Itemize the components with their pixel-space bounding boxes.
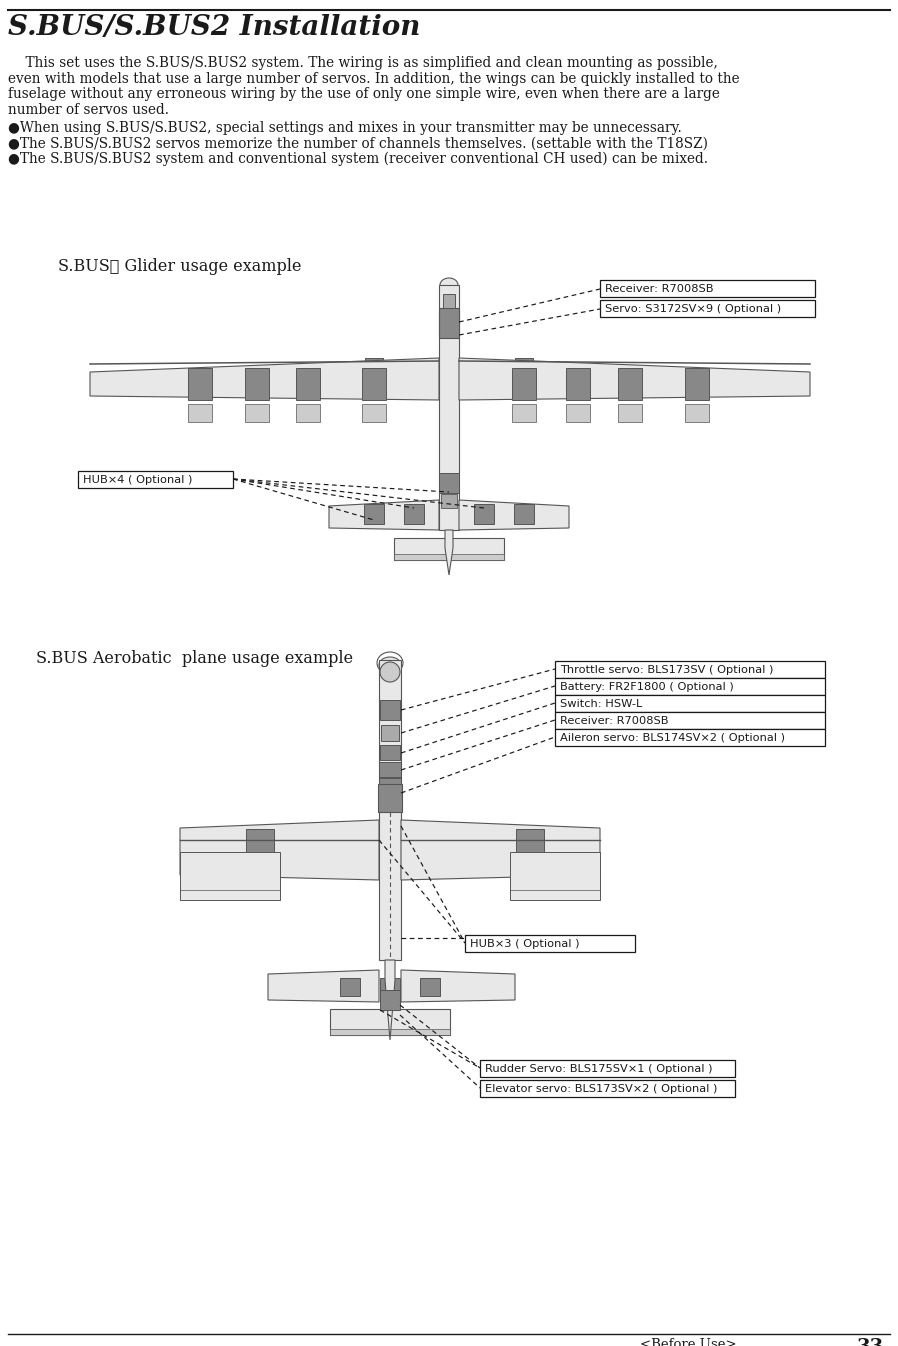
Text: number of servos used.: number of servos used. [8,102,169,117]
Bar [555,678,825,695]
Polygon shape [459,499,569,530]
Text: even with models that use a large number of servos. In addition, the wings can b: even with models that use a large number… [8,71,740,86]
Polygon shape [445,530,453,575]
Bar [362,404,386,423]
Bar [515,358,533,371]
Bar [555,730,825,746]
Text: HUB×4 ( Optional ): HUB×4 ( Optional ) [83,475,192,485]
Bar [600,280,815,297]
Text: Throttle servo: BLS173SV ( Optional ): Throttle servo: BLS173SV ( Optional ) [560,665,773,674]
Text: This set uses the S.BUS/S.BUS2 system. The wiring is as simplified and clean mou: This set uses the S.BUS/S.BUS2 system. T… [8,57,718,70]
Polygon shape [268,970,379,1001]
Bar [379,762,401,777]
Bar [394,538,504,560]
Bar [480,1061,735,1077]
Text: S.BUS Aerobatic  plane usage example: S.BUS Aerobatic plane usage example [36,650,353,668]
Text: Elevator servo: BLS173SV×2 ( Optional ): Elevator servo: BLS173SV×2 ( Optional ) [485,1084,718,1094]
Bar [380,991,400,1010]
Bar [685,367,709,400]
Bar [555,661,825,678]
Polygon shape [401,970,515,1001]
Bar [443,293,455,308]
Text: Aileron servo: BLS174SV×2 ( Optional ): Aileron servo: BLS174SV×2 ( Optional ) [560,734,785,743]
Ellipse shape [380,662,400,682]
Polygon shape [385,960,395,1040]
Text: ●The S.BUS/S.BUS2 servos memorize the number of channels themselves. (settable w: ●The S.BUS/S.BUS2 servos memorize the nu… [8,136,708,151]
Bar [480,1079,735,1097]
Text: ●When using S.BUS/S.BUS2, special settings and mixes in your transmitter may be : ●When using S.BUS/S.BUS2, special settin… [8,121,682,135]
Bar [441,494,457,507]
Bar [296,367,320,400]
Bar [245,367,269,400]
Bar [362,367,386,400]
Bar [439,308,459,338]
Bar [380,700,400,720]
Text: 33: 33 [857,1338,884,1346]
Bar [439,285,459,530]
Bar [380,744,400,760]
Bar [246,857,274,880]
Text: Rudder Servo: BLS175SV×1 ( Optional ): Rudder Servo: BLS175SV×1 ( Optional ) [485,1063,712,1074]
Bar [555,712,825,730]
Text: fuselage without any erroneous wiring by the use of only one simple wire, even w: fuselage without any erroneous wiring by… [8,87,720,101]
Polygon shape [90,358,439,400]
Text: Receiver: R7008SB: Receiver: R7008SB [560,716,668,725]
Text: HUB×3 ( Optional ): HUB×3 ( Optional ) [470,940,579,949]
Bar [364,503,384,524]
Bar [510,852,600,900]
Bar [512,404,536,423]
Bar [188,404,212,423]
Bar [600,300,815,318]
Bar [296,404,320,423]
Text: Servo: S3172SV×9 ( Optional ): Servo: S3172SV×9 ( Optional ) [605,304,781,314]
Bar [380,979,400,996]
Bar [465,935,635,952]
Bar [246,829,274,855]
Bar [379,778,401,808]
Bar [420,979,440,996]
Bar [381,725,399,742]
Ellipse shape [440,279,458,292]
Bar [379,660,401,960]
Polygon shape [401,820,600,880]
Bar [188,367,212,400]
Bar [566,404,590,423]
Text: Switch: HSW-L: Switch: HSW-L [560,699,642,709]
Bar [516,857,544,880]
Polygon shape [180,820,379,880]
Bar [618,404,642,423]
Bar [330,1010,450,1035]
Text: Receiver: R7008SB: Receiver: R7008SB [605,284,714,293]
Text: <Before Use>: <Before Use> [640,1338,736,1346]
Text: Battery: FR2F1800 ( Optional ): Battery: FR2F1800 ( Optional ) [560,682,734,692]
Bar [685,404,709,423]
Bar [330,1028,450,1035]
Text: ●The S.BUS/S.BUS2 system and conventional system (receiver conventional CH used): ●The S.BUS/S.BUS2 system and conventiona… [8,152,708,167]
Text: S.BUS/S.BUS2 Installation: S.BUS/S.BUS2 Installation [8,13,420,40]
Bar [378,783,402,812]
Bar [365,358,383,371]
Bar [245,404,269,423]
Bar [566,367,590,400]
Text: S.BUS　 Glider usage example: S.BUS Glider usage example [58,258,302,275]
Bar [439,472,459,493]
Bar [516,829,544,855]
Polygon shape [459,358,810,400]
Bar [394,555,504,560]
Ellipse shape [379,657,401,673]
Polygon shape [329,499,439,530]
Bar [474,503,494,524]
Bar [514,503,534,524]
Bar [180,852,280,900]
Bar [618,367,642,400]
Bar [555,695,825,712]
Bar [340,979,360,996]
Bar [404,503,424,524]
Bar [78,471,233,489]
Bar [512,367,536,400]
